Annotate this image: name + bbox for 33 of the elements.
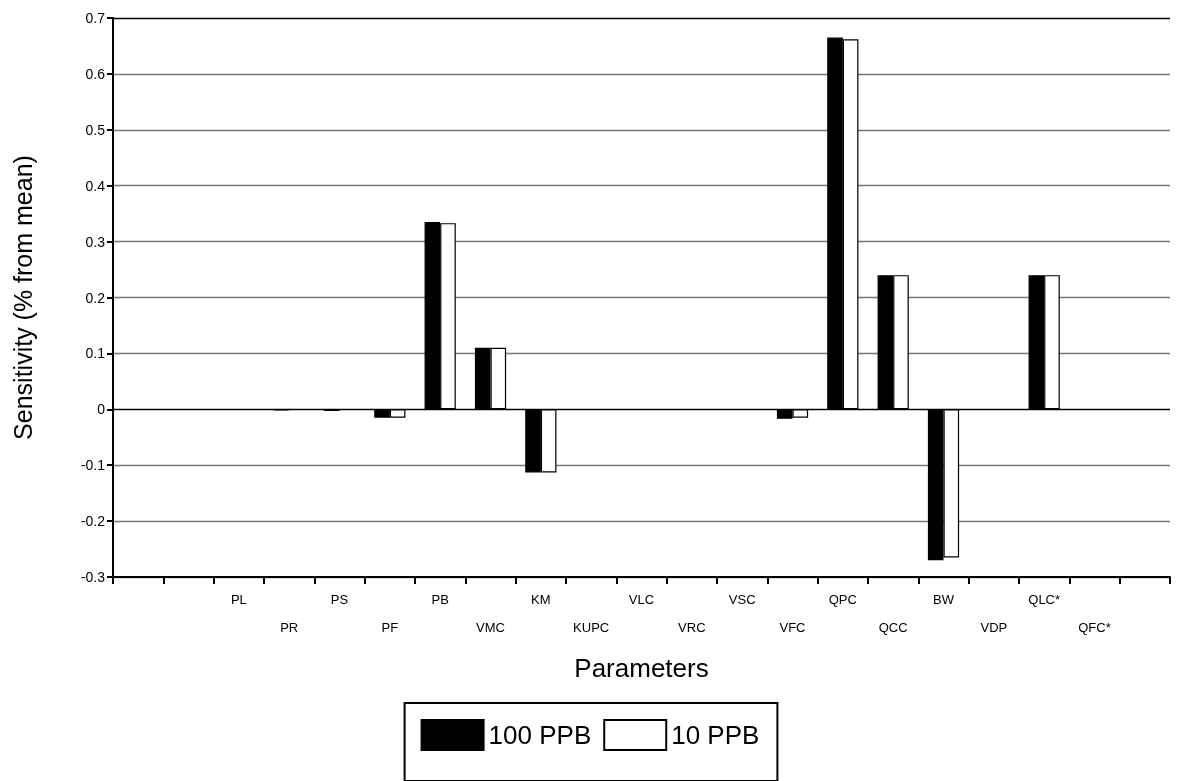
y-tick-label: 0.4 <box>85 177 106 194</box>
legend-label: 10 PPB <box>671 720 760 750</box>
y-axis-title: Sensitivity (% from mean) <box>8 155 37 440</box>
y-tick-label: 0.1 <box>85 345 106 362</box>
x-tick-label: VDP <box>980 619 1008 635</box>
x-tick-label: VMC <box>476 619 505 635</box>
x-tick-label: PF <box>381 619 399 635</box>
y-tick-label: 0 <box>97 401 106 418</box>
x-axis-title: Parameters <box>574 653 709 683</box>
y-tick-label: 0.7 <box>85 10 106 26</box>
y-tick-label: 0.3 <box>85 233 106 250</box>
x-tick-label: PB <box>431 591 449 607</box>
x-tick-label: PS <box>330 591 349 607</box>
x-tick-label: VSC <box>728 591 756 607</box>
x-tick-label: KUPC <box>573 619 610 635</box>
x-tick-label: QLC* <box>1028 591 1061 607</box>
y-tick-label: -0.3 <box>80 569 106 585</box>
x-tick-label: VFC <box>779 619 806 635</box>
x-tick-label: VRC <box>678 619 706 635</box>
y-tick-label: -0.2 <box>80 513 106 530</box>
x-tick-label: KM <box>531 591 551 607</box>
x-tick-label: VLC <box>628 591 655 607</box>
y-tick-label: -0.1 <box>80 457 106 474</box>
x-tick-label: BW <box>933 591 955 607</box>
x-tick-label: QCC <box>878 619 908 635</box>
x-tick-label: QFC* <box>1078 619 1111 635</box>
y-tick-label: 0.5 <box>85 121 106 138</box>
x-tick-label: QPC <box>828 591 857 607</box>
x-tick-label: PL <box>230 591 247 607</box>
legend-label: 100 PPB <box>488 720 592 750</box>
x-tick-label: PR <box>280 619 299 635</box>
y-tick-label: 0.2 <box>85 289 106 306</box>
y-tick-label: 0.6 <box>85 65 106 82</box>
